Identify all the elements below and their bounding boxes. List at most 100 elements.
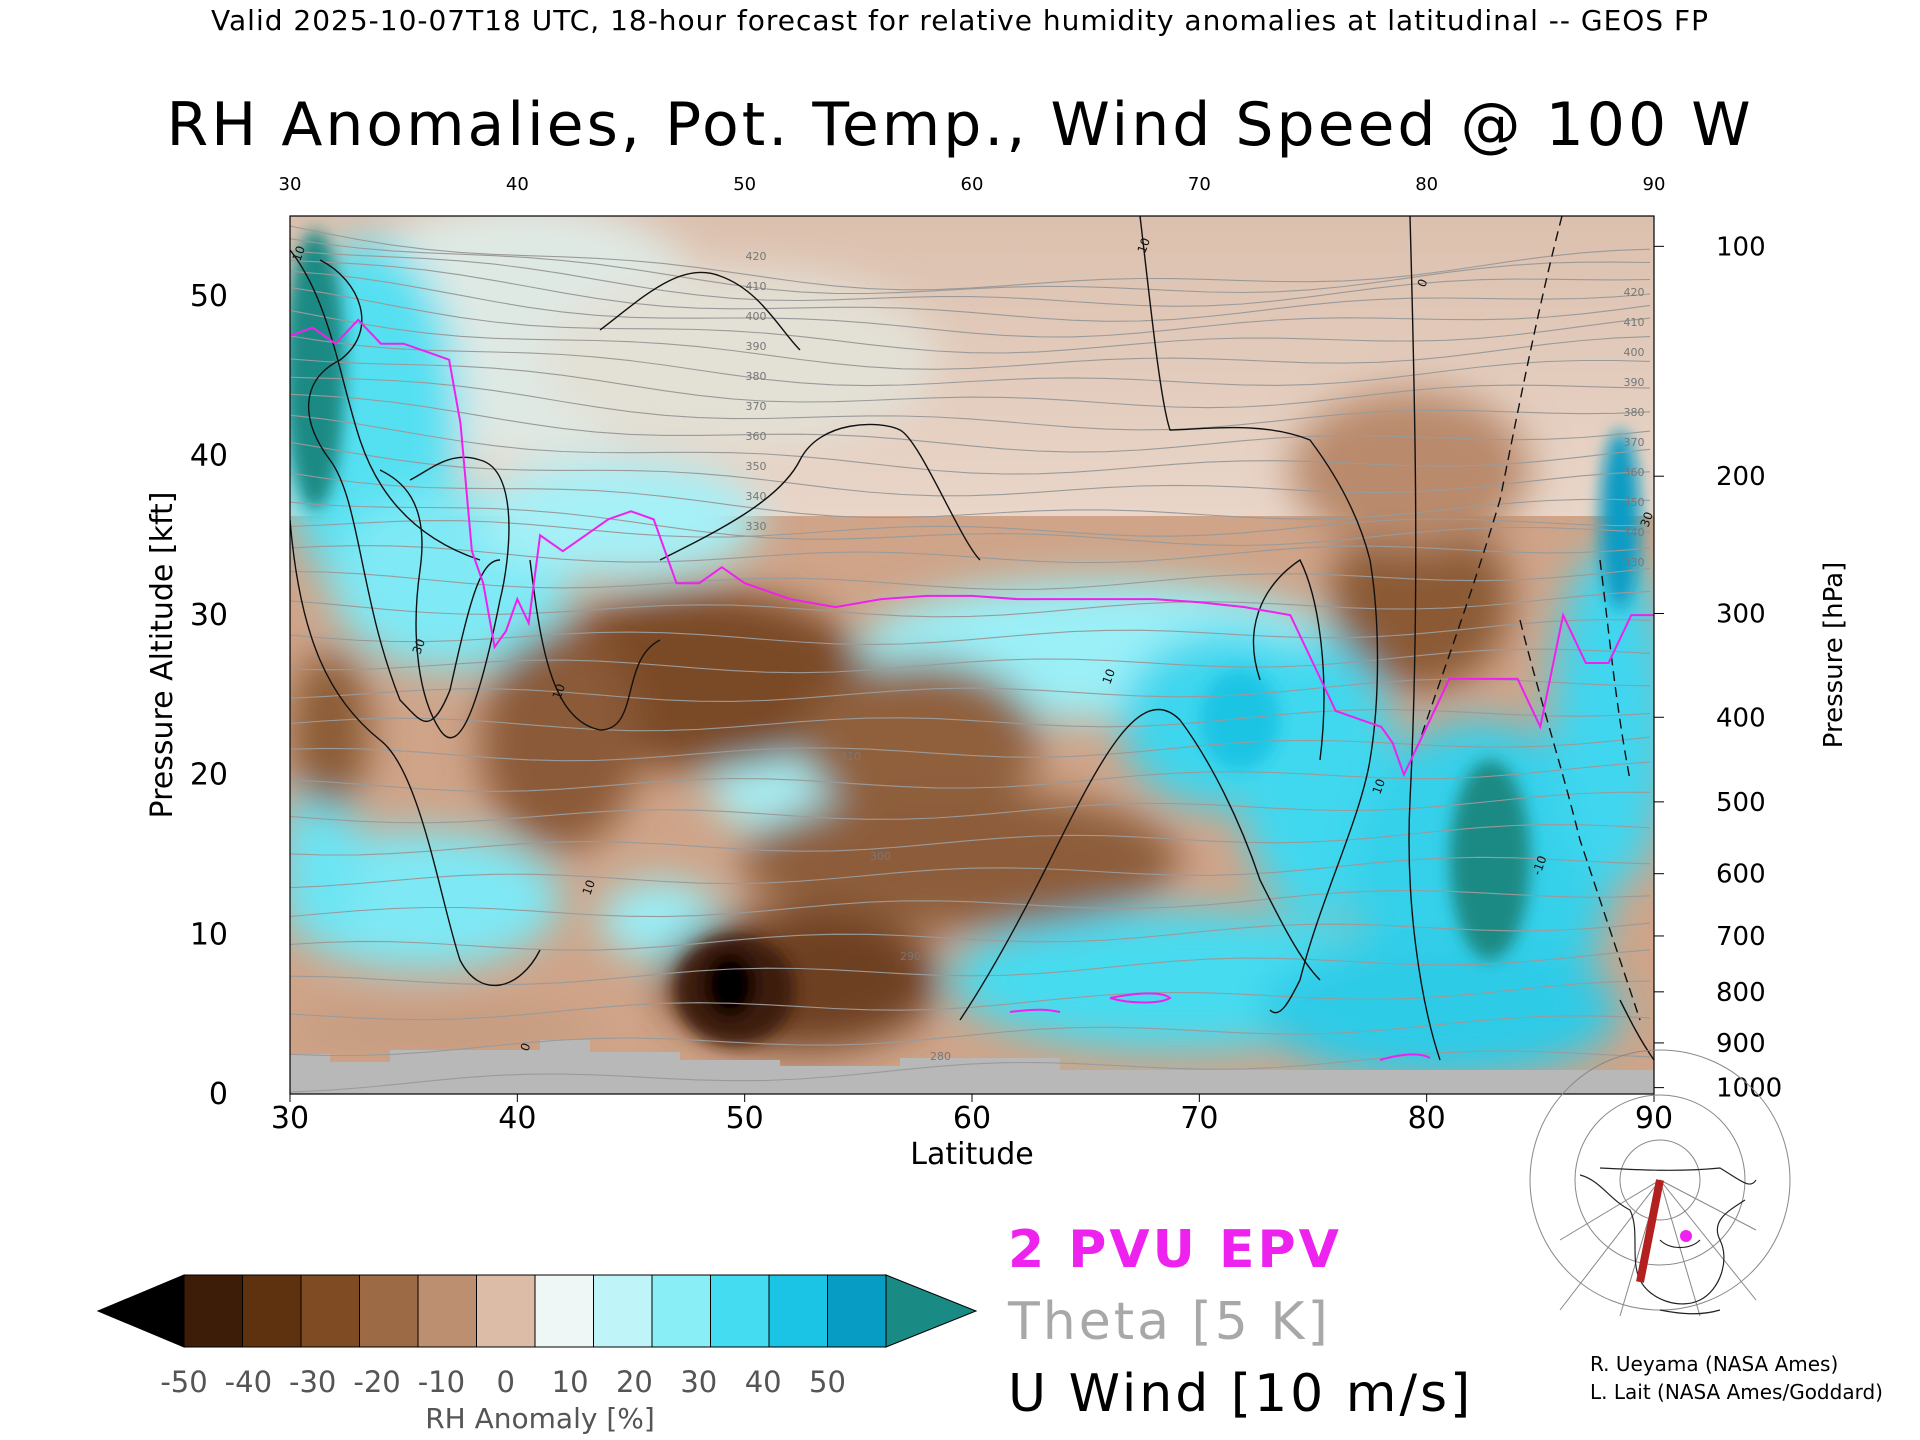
theta-contour bbox=[290, 545, 1651, 564]
x-top-tick-label: 70 bbox=[1188, 174, 1211, 195]
colorbar-tick-label: 0 bbox=[497, 1365, 515, 1399]
pressure-axis: 100 200 300 400 500 600 700 800 900 1000 bbox=[1654, 232, 1782, 1104]
theta-contour bbox=[290, 260, 1651, 322]
x-top-tick-label: 40 bbox=[506, 174, 529, 195]
theta-contour bbox=[290, 678, 1651, 702]
theta-contour-label: 300 bbox=[870, 850, 891, 863]
colorbar-tick-label: 30 bbox=[680, 1365, 717, 1399]
pressure-tick-label: 900 bbox=[1716, 1029, 1766, 1059]
locator-map bbox=[1529, 1049, 1791, 1317]
theta-contour bbox=[290, 309, 1651, 370]
u-wind-contour-label: 30 bbox=[410, 637, 428, 656]
rh-anomaly-field bbox=[290, 216, 1654, 1094]
theta-contour bbox=[290, 736, 1651, 762]
u-wind-contour-label: 10 bbox=[1370, 777, 1388, 796]
theta-contour bbox=[290, 590, 1651, 618]
colorbar-tick-label: -20 bbox=[353, 1365, 400, 1399]
u-wind-contour-label: 10 bbox=[1100, 667, 1118, 686]
u-wind-contour-label: 10 bbox=[550, 682, 568, 701]
u-wind-contour-label: 10 bbox=[290, 244, 308, 263]
theta-contour-label: 280 bbox=[930, 1050, 951, 1063]
pressure-tick-label: 1000 bbox=[1716, 1074, 1782, 1104]
theta-contour-label: 410 bbox=[1624, 316, 1645, 329]
x-top-tick-label: 50 bbox=[733, 174, 756, 195]
theta-contour bbox=[290, 414, 1651, 475]
colorbar-tick-label: 40 bbox=[745, 1365, 782, 1399]
colorbar-under-arrow bbox=[96, 1274, 185, 1348]
y-tick-label: 20 bbox=[190, 758, 228, 793]
theta-contour bbox=[290, 761, 1651, 792]
theta-contour bbox=[290, 225, 1651, 291]
x-tick-label: 70 bbox=[1180, 1101, 1218, 1136]
u-wind-negative-contours bbox=[1419, 216, 1641, 1021]
theta-contour bbox=[290, 501, 1651, 547]
u-wind-contour-label: 0 bbox=[518, 1041, 534, 1053]
x-tick-label: 90 bbox=[1635, 1101, 1673, 1136]
credit-author-2: L. Lait (NASA Ames/Goddard) bbox=[1590, 1380, 1883, 1404]
x-tick-label: 40 bbox=[498, 1101, 536, 1136]
cross-section-line bbox=[1636, 1179, 1664, 1283]
theta-contour bbox=[290, 824, 1651, 856]
epv-small-contour bbox=[1009, 1008, 1061, 1013]
x-top-tick-label: 80 bbox=[1415, 174, 1438, 195]
colorbar-segment bbox=[359, 1274, 419, 1348]
theta-contour-label: 370 bbox=[1624, 436, 1645, 449]
theta-contours: 420 420 410 410 400 400 390 390 380 380 370 370 360 3… bbox=[290, 225, 1651, 1093]
colorbar: -50 -40 -30 -20 -10 0 10 20 30 40 50 bbox=[96, 1274, 978, 1399]
u-wind-contour-label: 10 bbox=[580, 878, 598, 897]
x-axis-label: Latitude bbox=[910, 1137, 1033, 1172]
credit-author-1: R. Ueyama (NASA Ames) bbox=[1590, 1352, 1839, 1376]
u-wind-contour-label: 30 bbox=[1638, 510, 1656, 529]
theta-contour-label: 310 bbox=[840, 750, 861, 763]
theta-contour-label: 400 bbox=[746, 310, 767, 323]
theta-contour-label: 390 bbox=[1624, 376, 1645, 389]
x-tick-label: 50 bbox=[726, 1101, 764, 1136]
u-wind-contours: 10 30 10 10 10 10 10 0 -10 300 bbox=[290, 216, 1656, 1061]
x-tick-label: 60 bbox=[953, 1101, 991, 1136]
colorbar-tick-label: -30 bbox=[289, 1365, 336, 1399]
theta-contour-label: 370 bbox=[746, 400, 767, 413]
theta-contour bbox=[290, 949, 1651, 986]
pressure-tick-label: 500 bbox=[1716, 788, 1766, 818]
theta-contour-label: 360 bbox=[1624, 466, 1645, 479]
theta-contour-label: 340 bbox=[1624, 526, 1645, 539]
epv-small-contour bbox=[1379, 1053, 1431, 1061]
y-tick-label: 40 bbox=[190, 438, 228, 473]
theta-contour-label: 290 bbox=[900, 950, 921, 963]
x-top-tick-label: 90 bbox=[1643, 174, 1666, 195]
theta-contour-label: 420 bbox=[746, 250, 767, 263]
x-axis-top: 30 40 50 60 70 80 90 bbox=[279, 174, 1666, 195]
theta-contour bbox=[290, 376, 1651, 431]
colorbar-segment bbox=[183, 1274, 244, 1348]
theta-contour-label: 390 bbox=[746, 340, 767, 353]
theta-contour bbox=[290, 567, 1651, 590]
theta-contour bbox=[290, 393, 1651, 453]
pressure-tick-label: 800 bbox=[1716, 978, 1766, 1008]
pressure-tick-label: 700 bbox=[1716, 922, 1766, 952]
epv-2pvu-contour bbox=[290, 318, 1654, 778]
colorbar-segment bbox=[417, 1274, 478, 1348]
colorbar-label: RH Anomaly [%] bbox=[425, 1402, 655, 1435]
y-tick-label: 30 bbox=[190, 598, 228, 633]
theta-contour-label: 330 bbox=[1624, 556, 1645, 569]
colorbar-over-arrow bbox=[885, 1274, 978, 1348]
pressure-tick-label: 600 bbox=[1716, 860, 1766, 890]
x-top-tick-label: 30 bbox=[279, 174, 302, 195]
colorbar-segment bbox=[651, 1274, 712, 1348]
colorbar-tick-label: -40 bbox=[225, 1365, 272, 1399]
theta-contour bbox=[290, 472, 1651, 520]
colorbar-tick-label: -50 bbox=[160, 1365, 207, 1399]
x-top-tick-label: 60 bbox=[961, 174, 984, 195]
x-tick-label: 30 bbox=[271, 1101, 309, 1136]
colorbar-segment bbox=[768, 1274, 829, 1348]
colorbar-segment bbox=[593, 1274, 653, 1348]
theta-contour bbox=[290, 648, 1651, 674]
theta-contour bbox=[290, 270, 1651, 338]
theta-contour bbox=[290, 441, 1651, 497]
u-wind-contour-label: -10 bbox=[1530, 854, 1550, 877]
theta-contour bbox=[290, 250, 1651, 307]
legend-theta: Theta [5 K] bbox=[1008, 1292, 1331, 1352]
u-wind-contour-label: 10 bbox=[1135, 236, 1153, 255]
theta-contour bbox=[290, 335, 1651, 387]
theta-contour bbox=[290, 1050, 1651, 1093]
